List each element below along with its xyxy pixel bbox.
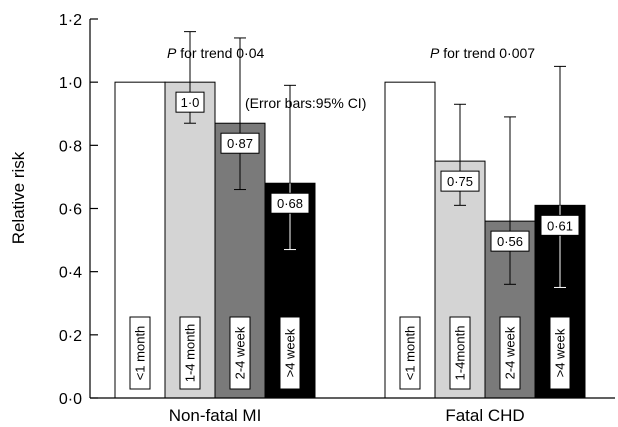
trend-annotation: P for trend 0·04 xyxy=(167,45,264,61)
data-label-box xyxy=(220,132,260,154)
data-label: 0·56 xyxy=(497,234,523,249)
data-label-box xyxy=(490,230,530,252)
group-label: Fatal CHD xyxy=(445,406,524,425)
data-label-box xyxy=(540,214,580,236)
trend-p-symbol: P xyxy=(430,45,440,61)
category-label: 2-4 week xyxy=(503,326,518,379)
category-label: >4 week xyxy=(553,328,568,377)
trend-text: for trend 0·007 xyxy=(439,45,535,61)
category-label-box xyxy=(129,316,151,390)
category-label-box xyxy=(229,316,251,390)
category-label-box xyxy=(179,316,201,390)
data-label: 0·75 xyxy=(447,174,473,189)
category-label: <1 month xyxy=(403,326,418,381)
category-label-box xyxy=(449,316,471,390)
y-tick-label: 1·0 xyxy=(59,75,82,92)
y-tick-label: 0·6 xyxy=(59,202,82,219)
category-label-box xyxy=(399,316,421,390)
data-label: 1·0 xyxy=(181,95,200,110)
trend-text: for trend 0·04 xyxy=(176,45,264,61)
y-tick-label: 0·0 xyxy=(59,391,82,408)
data-label: 0·87 xyxy=(227,136,253,151)
error-bar-note: (Error bars:95% CI) xyxy=(245,95,366,111)
y-tick-label: 1·2 xyxy=(59,12,82,29)
category-label-box xyxy=(279,316,301,390)
y-tick-label: 0·8 xyxy=(59,138,82,155)
y-tick-label: 0·2 xyxy=(59,328,82,345)
bars-layer: <1 month 1·0 1-4 month 0·87 2-4 week 0·68 >4 w… xyxy=(114,31,586,399)
data-label: 0·61 xyxy=(547,218,573,233)
data-label-box xyxy=(270,192,310,214)
category-label: >4 week xyxy=(283,328,298,377)
category-label: 2-4 week xyxy=(233,326,248,379)
category-label-box xyxy=(499,316,521,390)
data-label-box xyxy=(175,91,205,113)
trend-p-symbol: P xyxy=(167,45,177,61)
category-label: <1 month xyxy=(133,326,148,381)
category-label: 1-4month xyxy=(453,326,468,381)
data-label-box xyxy=(440,170,480,192)
y-tick-label: 0·4 xyxy=(59,265,82,282)
trend-annotation: P for trend 0·007 xyxy=(430,45,535,61)
axis-layer: 0·0 0·2 0·4 0·6 0·8 1·0 1·2 Non-fatal MI P for t… xyxy=(59,12,615,425)
y-axis-title: Relative risk xyxy=(9,151,28,244)
category-label-box xyxy=(549,316,571,390)
data-label: 0·68 xyxy=(277,196,303,211)
category-label: 1-4 month xyxy=(183,324,198,383)
group-label: Non-fatal MI xyxy=(169,406,262,425)
